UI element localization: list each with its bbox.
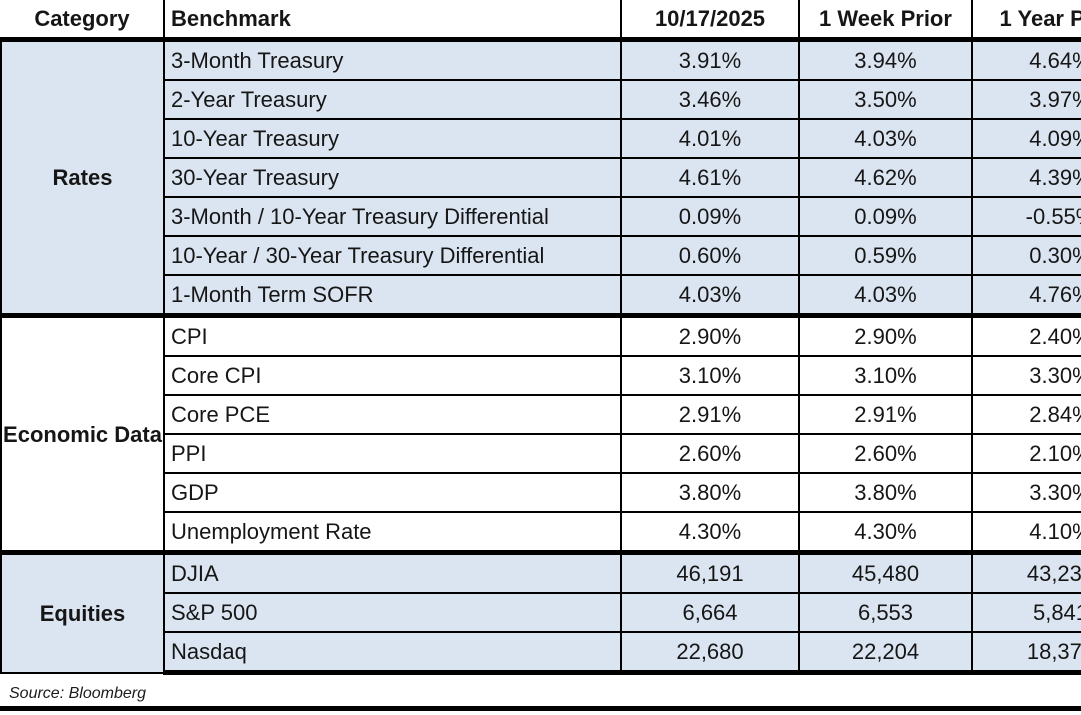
source-note: Source: Bloomberg <box>9 685 146 702</box>
value-cell: 22,204 <box>798 631 973 675</box>
benchmark-cell: CPI <box>163 313 622 357</box>
benchmark-cell: GDP <box>163 472 622 513</box>
benchmark-cell: 10-Year Treasury <box>163 118 622 159</box>
value-cell: 45,480 <box>798 550 973 594</box>
value-cell: 2.10% <box>971 433 1081 474</box>
table-row: Nasdaq 22,680 22,204 18,374 <box>1 631 1081 675</box>
value-cell: 0.59% <box>798 235 973 276</box>
value-cell: 0.09% <box>798 196 973 237</box>
table-row: Rates 3-Month Treasury 3.91% 3.94% 4.64% <box>0 38 1081 317</box>
header-row: Category Benchmark 10/17/2025 1 Week Pri… <box>1 0 1081 42</box>
benchmark-cell: DJIA <box>163 550 622 594</box>
benchmark-cell: 10-Year / 30-Year Treasury Differential <box>163 235 622 276</box>
value-cell: 22,680 <box>620 631 800 675</box>
column-header-category: Category <box>1 0 165 42</box>
table-row: 2-Year Treasury 3.46% 3.50% 3.97% <box>1 79 1081 120</box>
value-cell: 3.94% <box>798 38 973 81</box>
value-cell: 3.10% <box>798 355 973 396</box>
value-cell: 4.01% <box>620 118 800 159</box>
benchmark-cell: PPI <box>163 433 622 474</box>
value-cell: 3.80% <box>798 472 973 513</box>
benchmark-cell: 30-Year Treasury <box>163 157 622 198</box>
value-cell: 0.09% <box>620 196 800 237</box>
value-cell: 0.30% <box>971 235 1081 276</box>
table-row: 10-Year Treasury 4.01% 4.03% 4.09% <box>1 118 1081 159</box>
value-cell: 3.46% <box>620 79 800 120</box>
value-cell: 4.39% <box>971 157 1081 198</box>
benchmark-cell: Nasdaq <box>163 631 622 675</box>
value-cell: 2.40% <box>971 313 1081 357</box>
value-cell: 4.03% <box>798 118 973 159</box>
category-cell-economic-data: Economic Data <box>0 313 165 554</box>
value-cell: 3.97% <box>971 79 1081 120</box>
value-cell: 4.64% <box>971 38 1081 81</box>
benchmark-cell: 1-Month Term SOFR <box>163 274 622 317</box>
benchmark-cell: 3-Month Treasury <box>163 38 622 81</box>
column-header-benchmark: Benchmark <box>163 0 622 42</box>
value-cell: 4.03% <box>798 274 973 317</box>
value-cell: 2.60% <box>798 433 973 474</box>
value-cell: 3.91% <box>620 38 800 81</box>
table-row: 30-Year Treasury 4.61% 4.62% 4.39% <box>1 157 1081 198</box>
value-cell: 4.62% <box>798 157 973 198</box>
value-cell: 2.90% <box>620 313 800 357</box>
benchmark-cell: Core CPI <box>163 355 622 396</box>
category-cell-equities: Equities <box>0 550 165 674</box>
benchmark-cell: S&P 500 <box>163 592 622 633</box>
value-cell: 4.30% <box>620 511 800 554</box>
table-row: GDP 3.80% 3.80% 3.30% <box>1 472 1081 513</box>
value-cell: 3.10% <box>620 355 800 396</box>
table-row: PPI 2.60% 2.60% 2.10% <box>1 433 1081 474</box>
market-data-table: Category Benchmark 10/17/2025 1 Week Pri… <box>0 0 1081 675</box>
benchmark-cell: Unemployment Rate <box>163 511 622 554</box>
column-header-week-prior: 1 Week Prior <box>798 0 973 42</box>
value-cell: 2.84% <box>971 394 1081 435</box>
table-row: Core CPI 3.10% 3.10% 3.30% <box>1 355 1081 396</box>
value-cell: 43,239 <box>971 550 1081 594</box>
value-cell: 5,841 <box>971 592 1081 633</box>
value-cell: 18,374 <box>971 631 1081 675</box>
value-cell: 4.10% <box>971 511 1081 554</box>
value-cell: 2.90% <box>798 313 973 357</box>
value-cell: 3.50% <box>798 79 973 120</box>
table-row: 10-Year / 30-Year Treasury Differential … <box>1 235 1081 276</box>
table-row: Unemployment Rate 4.30% 4.30% 4.10% <box>1 511 1081 554</box>
value-cell: 46,191 <box>620 550 800 594</box>
table-row: 1-Month Term SOFR 4.03% 4.03% 4.76% <box>1 274 1081 317</box>
table-row: Core PCE 2.91% 2.91% 2.84% <box>1 394 1081 435</box>
table-row: Equities DJIA 46,191 45,480 43,239 <box>0 550 1081 674</box>
value-cell: 6,664 <box>620 592 800 633</box>
table-row: Economic Data CPI 2.90% 2.90% 2.40% <box>0 313 1081 554</box>
value-cell: -0.55% <box>971 196 1081 237</box>
value-cell: 4.03% <box>620 274 800 317</box>
value-cell: 2.91% <box>798 394 973 435</box>
benchmark-cell: 3-Month / 10-Year Treasury Differential <box>163 196 622 237</box>
value-cell: 2.91% <box>620 394 800 435</box>
value-cell: 3.30% <box>971 472 1081 513</box>
table-row: 3-Month / 10-Year Treasury Differential … <box>1 196 1081 237</box>
value-cell: 4.09% <box>971 118 1081 159</box>
benchmark-cell: 2-Year Treasury <box>163 79 622 120</box>
bottom-rule <box>0 706 1081 711</box>
category-cell-rates: Rates <box>0 38 165 317</box>
value-cell: 3.80% <box>620 472 800 513</box>
value-cell: 3.30% <box>971 355 1081 396</box>
column-header-year-prior: 1 Year Prior <box>971 0 1081 42</box>
value-cell: 6,553 <box>798 592 973 633</box>
value-cell: 2.60% <box>620 433 800 474</box>
value-cell: 4.30% <box>798 511 973 554</box>
value-cell: 4.61% <box>620 157 800 198</box>
table-row: S&P 500 6,664 6,553 5,841 <box>1 592 1081 633</box>
column-header-current-date: 10/17/2025 <box>620 0 800 42</box>
value-cell: 0.60% <box>620 235 800 276</box>
value-cell: 4.76% <box>971 274 1081 317</box>
benchmark-cell: Core PCE <box>163 394 622 435</box>
